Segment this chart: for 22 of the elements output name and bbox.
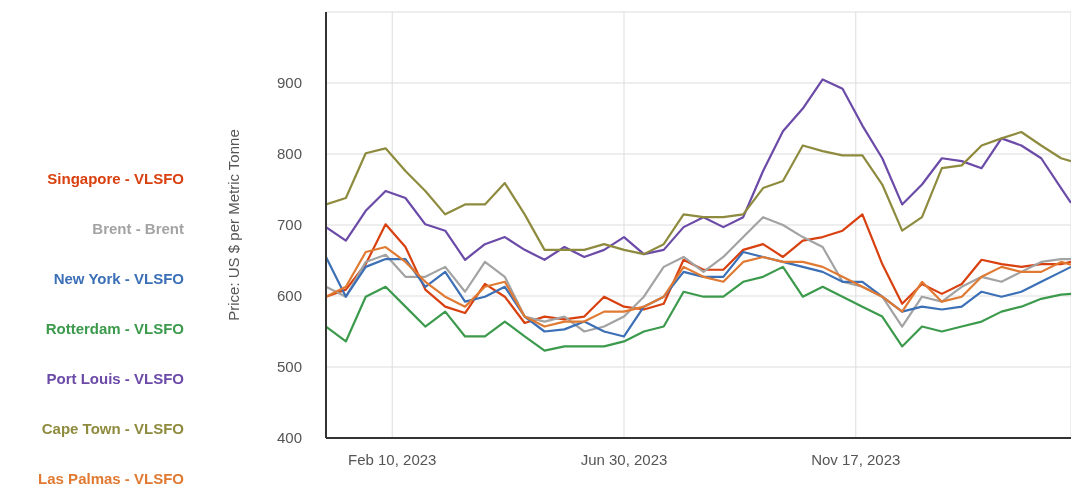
line-series bbox=[326, 78, 1071, 261]
line-series bbox=[326, 245, 1071, 328]
y-tick-label: 600 bbox=[276, 287, 302, 305]
text: Brent - Brent bbox=[91, 219, 184, 239]
text: Singapore - VLSFO bbox=[46, 169, 184, 189]
y-tick-label: 700 bbox=[276, 216, 302, 234]
text: New York - VLSFO bbox=[52, 269, 184, 289]
x-tick-label: Jun 30, 2023 bbox=[580, 450, 668, 468]
y-tick-label: 400 bbox=[276, 429, 302, 447]
text: Rotterdam - VLSFO bbox=[44, 319, 184, 339]
line-series bbox=[326, 265, 1071, 352]
line-series bbox=[326, 130, 1071, 256]
y-tick-label: 800 bbox=[276, 145, 302, 163]
y-axis-title: Price: US $ per Metric Tonne bbox=[225, 129, 243, 321]
x-tick-label: Nov 17, 2023 bbox=[811, 450, 901, 468]
y-tick-label: 500 bbox=[276, 358, 302, 376]
text: Cape Town - VLSFO bbox=[40, 419, 184, 439]
text: Port Louis - VLSFO bbox=[45, 369, 184, 389]
text: Las Palmas - VLSFO bbox=[37, 469, 184, 489]
y-tick-label: 900 bbox=[276, 74, 302, 92]
x-tick-label: Feb 10, 2023 bbox=[348, 450, 437, 468]
line-series bbox=[326, 250, 1071, 338]
